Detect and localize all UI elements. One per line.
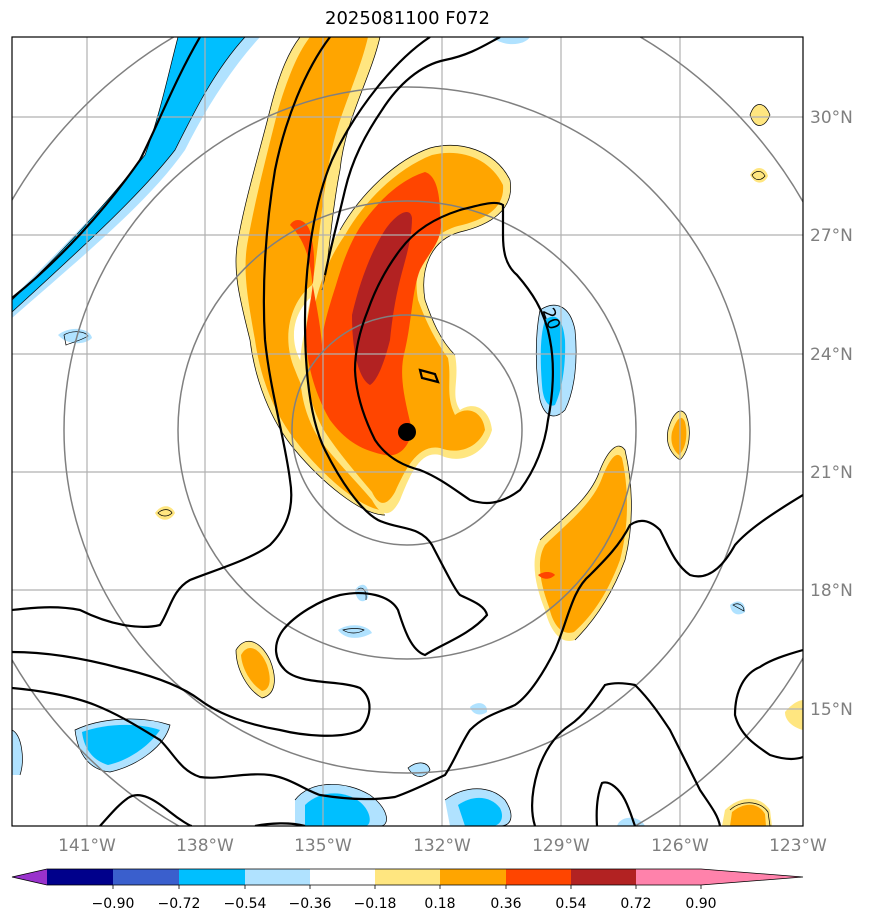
lon-tick-label: 129°W — [532, 836, 590, 856]
lon-tick-label: 141°W — [58, 836, 116, 856]
lat-axis: 30°N 27°N 24°N 21°N 18°N 15°N — [810, 108, 853, 720]
lon-tick-label: 126°W — [651, 836, 709, 856]
lat-tick-label: 15°N — [810, 700, 853, 720]
colorbar-segment — [47, 869, 113, 885]
lat-tick-label: 24°N — [810, 345, 853, 365]
colorbar-segment — [310, 869, 375, 885]
lat-tick-label: 21°N — [810, 463, 853, 483]
lat-tick-label: 30°N — [810, 108, 853, 128]
colorbar-tick-label: 0.72 — [620, 896, 651, 912]
colorbar-tick-label: −0.18 — [354, 896, 397, 912]
lat-tick-label: 27°N — [810, 226, 853, 246]
colorbar-tick-label: −0.36 — [289, 896, 332, 912]
colorbar-segment — [179, 869, 245, 885]
colorbar-tick-label: −0.90 — [92, 896, 135, 912]
colorbar-segment — [245, 869, 310, 885]
colorbar-tick-label: −0.54 — [224, 896, 267, 912]
colorbar-tick-label: 0.18 — [424, 896, 455, 912]
lon-tick-label: 123°W — [769, 836, 827, 856]
graticule — [12, 37, 803, 826]
storm-center-marker — [398, 423, 416, 441]
colorbar-tick-label: −0.72 — [158, 896, 201, 912]
colorbar-segment — [113, 869, 179, 885]
lon-tick-label: 135°W — [294, 836, 352, 856]
colorbar-segment — [506, 869, 571, 885]
lat-tick-label: 18°N — [810, 581, 853, 601]
lon-axis: 141°W 138°W 135°W 132°W 129°W 126°W 123°… — [58, 836, 827, 856]
colorbar-tick-label: 0.54 — [555, 896, 586, 912]
map-area: 20 — [12, 37, 803, 826]
colorbar-extend-max — [701, 869, 803, 885]
colorbar-tick-label: 0.90 — [685, 896, 716, 912]
colorbar-segment — [375, 869, 440, 885]
colorbar-segment — [636, 869, 701, 885]
colorbar-extend-min — [12, 869, 47, 885]
plot-frame — [11, 36, 804, 827]
range-rings — [12, 37, 803, 826]
lon-tick-label: 138°W — [176, 836, 234, 856]
colorbar: −0.90 −0.72 −0.54 −0.36 −0.18 0.18 0.36 … — [11, 868, 804, 912]
colorbar-tick-label: 0.36 — [490, 896, 521, 912]
thick-contours — [12, 37, 803, 826]
colorbar-segment — [571, 869, 636, 885]
colorbar-segment — [440, 869, 506, 885]
map-title: 2025081100 F072 — [325, 8, 490, 29]
lon-tick-label: 132°W — [413, 836, 471, 856]
